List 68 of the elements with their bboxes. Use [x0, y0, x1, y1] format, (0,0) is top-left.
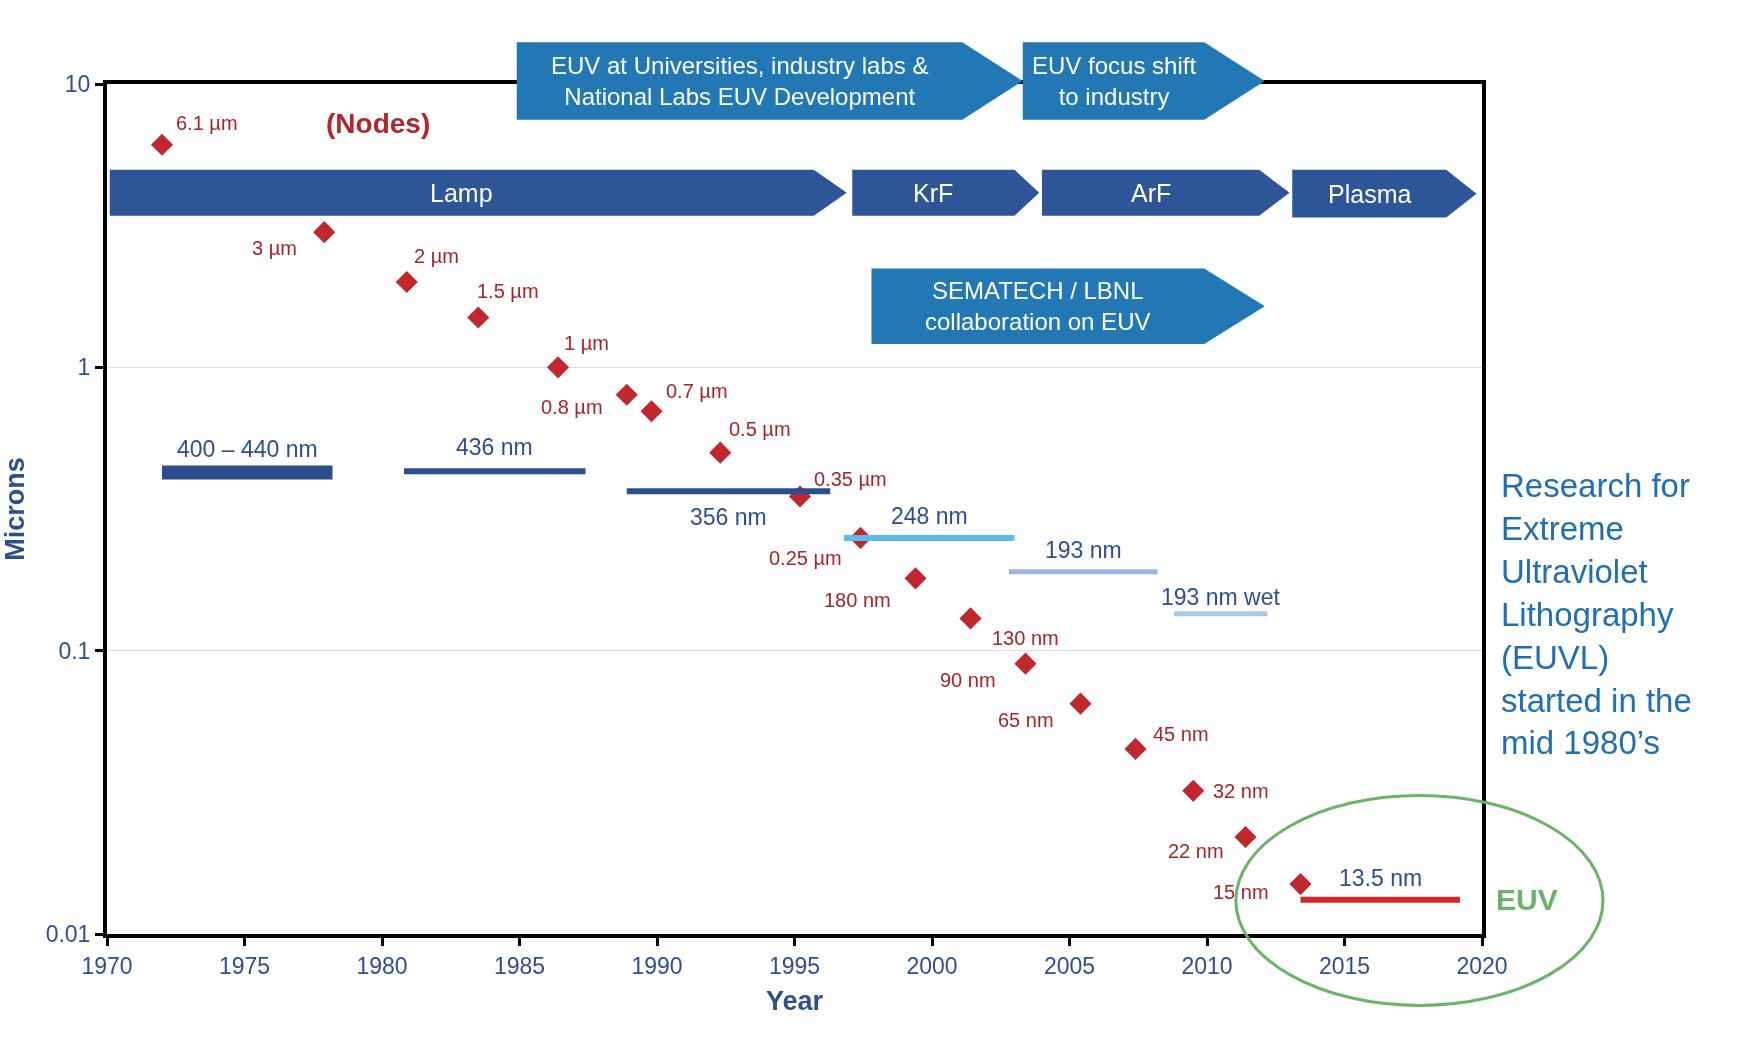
annotation: 6.1 µm	[176, 112, 238, 134]
annotation: 180 nm	[824, 589, 891, 611]
annotation: 2 µm	[414, 245, 459, 267]
annotation: (Nodes)	[326, 108, 431, 139]
x-tick-label: 1990	[631, 952, 683, 979]
annotation: 0.25 µm	[769, 547, 842, 569]
annotation: 0.7 µm	[666, 380, 728, 402]
point	[959, 607, 982, 630]
band-label: ArF	[1131, 179, 1172, 207]
series-label: 400 – 440 nm	[177, 436, 318, 462]
y-tick-label: 10	[64, 71, 91, 98]
annotation: 22 nm	[1168, 840, 1224, 862]
annotation: 0.8 µm	[541, 396, 603, 418]
annotation: 32 nm	[1213, 780, 1269, 802]
annotation: 0.5 µm	[729, 418, 791, 440]
band-label: SEMATECH / LBNL collaboration on EUV	[925, 277, 1151, 336]
point	[546, 356, 570, 379]
series-label: 248 nm	[891, 503, 968, 529]
annotation: 15 nm	[1213, 881, 1269, 903]
point	[150, 133, 174, 156]
text: EUV	[1496, 883, 1558, 916]
band-label: KrF	[913, 179, 954, 207]
annotation: 65 nm	[998, 709, 1054, 731]
point	[709, 441, 732, 464]
x-axis-title: Year	[765, 986, 824, 1017]
x-tick-label: 1970	[81, 952, 133, 979]
annotation: 130 nm	[992, 627, 1059, 649]
y-tick-label: 1	[77, 354, 91, 381]
band-label: Plasma	[1328, 180, 1412, 208]
y-tick-label: 0.1	[58, 637, 91, 664]
x-tick-label: 2000	[906, 952, 958, 979]
annotation: 3 µm	[252, 237, 297, 259]
series-label: 13.5 nm	[1339, 865, 1423, 891]
point	[640, 400, 663, 423]
band-label: EUV focus shift to industry	[1032, 52, 1197, 111]
x-tick-label: 2020	[1456, 952, 1508, 979]
series-label: 193 nm	[1045, 537, 1122, 563]
point	[904, 567, 927, 590]
annotation: 90 nm	[940, 669, 996, 691]
x-tick-label: 1975	[218, 952, 271, 979]
annotation: 1 µm	[564, 332, 609, 354]
x-tick-label: 1995	[768, 952, 821, 979]
point	[1124, 737, 1147, 760]
x-tick-label: 2010	[1181, 952, 1233, 979]
point	[1234, 825, 1257, 849]
point	[1069, 692, 1092, 715]
x-tick-label: 1985	[493, 952, 546, 979]
point	[1014, 652, 1037, 675]
point	[1289, 873, 1312, 896]
point	[313, 221, 336, 244]
y-tick-label: 0.01	[45, 921, 91, 948]
series-label: 436 nm	[456, 434, 533, 460]
x-tick-label: 1980	[356, 952, 408, 979]
band-label: EUV at Universities, industry labs & National Labs EUV Development	[551, 52, 929, 111]
y-axis-title: Microns	[0, 457, 30, 561]
annotation: 1.5 µm	[477, 280, 539, 302]
annotation: 0.35 µm	[814, 468, 887, 490]
x-tick-label: 2005	[1043, 952, 1096, 979]
point	[467, 306, 490, 329]
point	[395, 270, 418, 294]
series-label: 356 nm	[690, 504, 767, 530]
series-label: 193 nm wet	[1161, 584, 1281, 610]
annotation: 45 nm	[1153, 723, 1209, 745]
x-tick-label: 2015	[1318, 952, 1371, 979]
point	[1182, 779, 1205, 802]
text: Research for Extreme Ultraviolet Lithography (EUVL) started in the mid 1980’s	[1501, 467, 1692, 762]
point	[615, 383, 638, 406]
band-label: Lamp	[430, 179, 493, 207]
